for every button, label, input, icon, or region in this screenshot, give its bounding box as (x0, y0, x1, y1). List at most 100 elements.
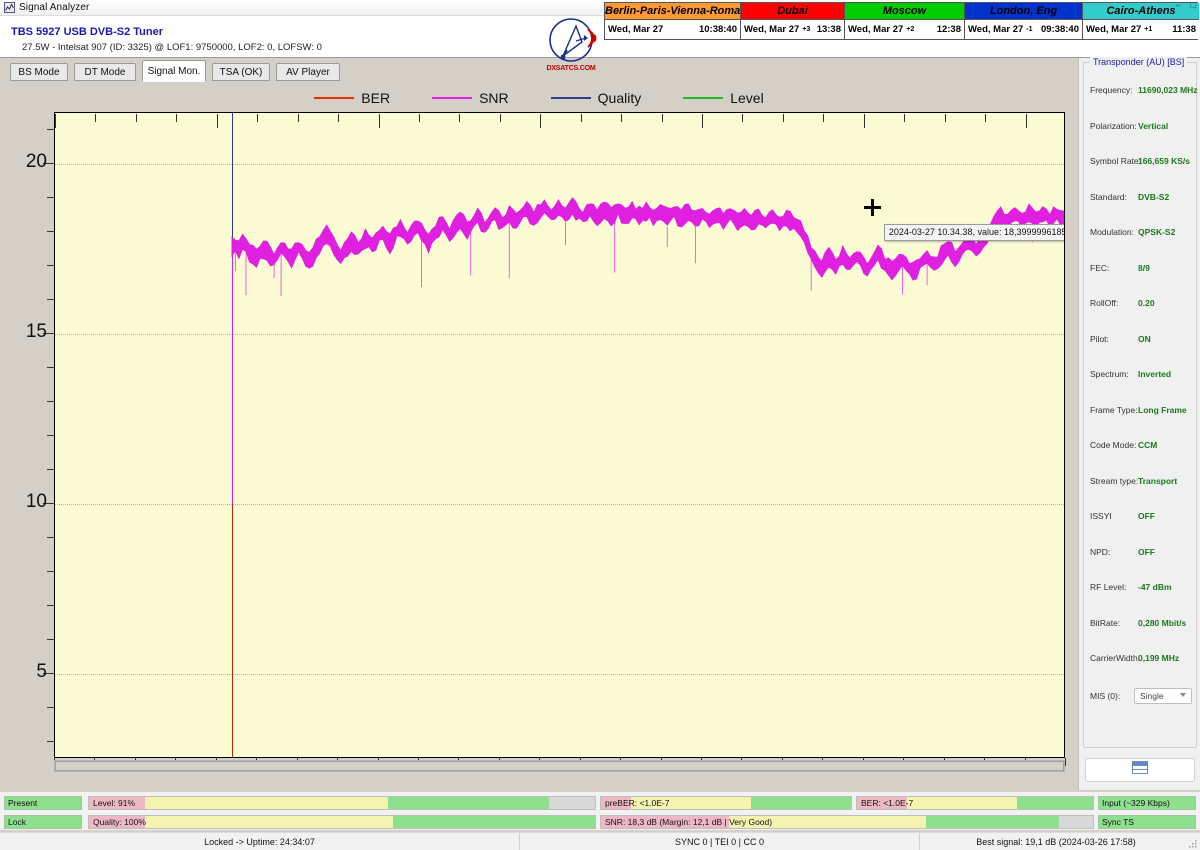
clock-time-row: Wed, Mar 27 10:38:40 (605, 20, 740, 39)
tab-av-player[interactable]: AV Player (276, 63, 340, 81)
chart-x-tick-top (621, 114, 622, 122)
chart-x-tick-top (298, 114, 299, 122)
transponder-value: Long Frame (1138, 404, 1187, 415)
logo-text: DXSATCS.COM (546, 65, 596, 72)
chart-y-tick (43, 673, 54, 674)
clock-time-row: Wed, Mar 27 +2 12:38 (845, 20, 964, 39)
mis-select[interactable]: Single (1134, 687, 1192, 704)
transponder-key: RollOff: (1090, 298, 1119, 308)
transponder-value: DVB-S2 (1138, 191, 1170, 202)
meter-input: Input (~329 Kbps) (1098, 796, 1196, 810)
transponder-value: OFF (1138, 546, 1155, 557)
chevron-down-icon (1180, 692, 1186, 697)
transponder-row-fec: FEC: 8/9 (1084, 259, 1198, 277)
chart-x-tick-top (500, 114, 501, 122)
legend-swatch-level (683, 97, 724, 99)
resize-grip[interactable] (1188, 839, 1198, 849)
tab-signal-mon[interactable]: Signal Mon. (142, 60, 206, 82)
legend-swatch-ber (314, 97, 355, 99)
snr-vertical-line (232, 244, 233, 504)
chart-x-tick-top (945, 114, 946, 122)
meter-segment (89, 797, 145, 809)
tab-label: DT Mode (84, 66, 126, 78)
chart-horizontal-scrollbar[interactable] (54, 760, 1065, 772)
chart-y-tick (47, 367, 54, 368)
transponder-key: Code Mode: (1090, 440, 1137, 450)
clock-hhmm: 13:38 (816, 24, 841, 35)
chart-y-tick (47, 231, 54, 232)
status-left: Locked -> Uptime: 24:34:07 (0, 833, 520, 850)
meter-level: Level: 91% (88, 796, 596, 810)
tab-bs-mode[interactable]: BS Mode (10, 63, 68, 81)
window-controls: – □ (1176, 0, 1196, 10)
tab-tsa-ok[interactable]: TSA (OK) (212, 63, 270, 81)
transponder-row-standard: Standard: DVB-S2 (1084, 188, 1198, 206)
transponder-group: Transponder (AU) [BS] Frequency: 11690,02… (1083, 57, 1198, 748)
transponder-value: CCM (1138, 440, 1158, 450)
transponder-value: Transport (1138, 475, 1178, 486)
meter-fill (1099, 816, 1195, 828)
mis-label: MIS (0): (1090, 690, 1121, 701)
clock-city-label: Moscow (845, 3, 964, 20)
meter-snr: SNR: 18,3 dB (Margin: 12,1 dB | Very Goo… (600, 815, 1094, 829)
tab-dt-mode[interactable]: DT Mode (74, 63, 136, 81)
chart-x-tick-top (783, 114, 784, 122)
legend-label: BER (361, 90, 391, 106)
chart-x-tick-top (136, 114, 137, 122)
transponder-row-polarization: Polarization: Vertical (1084, 117, 1198, 135)
meter-segment (89, 816, 145, 828)
chart-y-tick (47, 129, 54, 130)
clock-cairo-athens: Cairo-Athens Wed, Mar 27 +1 11:38 (1083, 3, 1199, 39)
clock-city-label: Dubai (741, 3, 844, 20)
window-title: Signal Analyzer (19, 2, 90, 13)
signal-meters: Present Level: 91% preBER: <1.0E-7 BER: <1.… (0, 792, 1200, 830)
transponder-row-issyi: ISSYI OFF (1084, 507, 1198, 525)
tab-strip: BS Mode DT Mode Signal Mon. TSA (OK) AV Play… (0, 60, 1078, 82)
clock-date: Wed, Mar 27 (968, 24, 1024, 35)
clock-offset: +2 (906, 26, 915, 33)
tab-label: AV Player (286, 66, 330, 78)
signal-analyzer-icon (4, 2, 15, 13)
clock-hhmm: 10:38:40 (698, 24, 737, 35)
transponder-value: Vertical (1138, 120, 1169, 131)
meter-lock: Lock (4, 815, 82, 829)
chart-y-tick (47, 707, 54, 708)
maximize-button[interactable]: □ (1190, 0, 1196, 10)
chart-y-tick (47, 401, 54, 402)
transponder-key: Standard: (1090, 191, 1127, 202)
meter-segment (144, 797, 388, 809)
meter-label: Level: 91% (93, 798, 136, 808)
chart-y-tick-label: 20 (25, 151, 47, 172)
minimize-button[interactable]: – (1175, 0, 1181, 10)
chart-y-tick (43, 333, 54, 334)
transponder-row-mis: MIS (0): Single (1084, 687, 1198, 705)
meter-segment (601, 797, 631, 809)
meter-row-2: Lock Quality: 100% SNR: 18,3 dB (Margin: 1… (0, 815, 1200, 829)
chart-y-tick (47, 639, 54, 640)
transponder-key: FEC: (1090, 262, 1110, 273)
meter-segment (1017, 797, 1093, 809)
chart-gridline (55, 164, 1064, 165)
chart-x-tick-top (540, 114, 541, 128)
chart-x-tick-top (1026, 114, 1027, 128)
transponder-key: Frequency: (1090, 85, 1133, 95)
chart-y-tick (43, 163, 54, 164)
chart-x-tick (1065, 758, 1066, 766)
legend-swatch-snr (432, 97, 473, 99)
meter-segment (392, 816, 595, 828)
transponder-key: Pilot: (1090, 333, 1109, 344)
chart-y-tick-label: 10 (25, 491, 47, 512)
sidebar-table-button[interactable] (1085, 758, 1195, 782)
chart-gridline (55, 504, 1064, 505)
chart-x-tick-top (864, 114, 865, 128)
legend-label: SNR (479, 90, 509, 106)
meter-quality: Quality: 100% (88, 815, 596, 829)
tuner-details: 27.5W - Intelsat 907 (ID: 3325) @ LOF1: … (22, 42, 322, 53)
clock-city-label: London, Eng (965, 3, 1082, 20)
meter-segment (387, 797, 550, 809)
clock-london-eng: London, Eng Wed, Mar 27 -1 09:38:40 (965, 3, 1083, 39)
transponder-key: Symbol Rate: (1090, 156, 1142, 166)
transponder-key: Spectrum: (1090, 369, 1129, 379)
snr-chart-plot[interactable]: 2024-03-27 10.34.38, value: 18,399999618… (54, 112, 1065, 758)
chart-scrollbar-thumb[interactable] (55, 761, 1064, 771)
